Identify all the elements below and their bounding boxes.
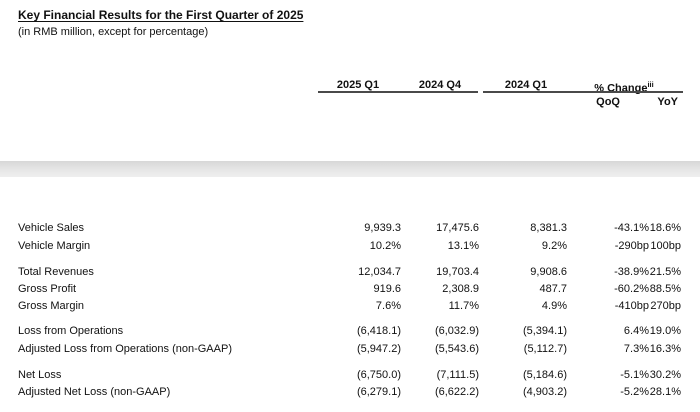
cell-2024-q1: (5,394.1) <box>522 325 567 337</box>
row-label: Adjusted Loss from Operations (non-GAAP) <box>18 343 232 355</box>
row-label: Loss from Operations <box>18 325 124 337</box>
cell-yoy: 270bp <box>650 300 681 312</box>
header-rule-left <box>318 91 478 93</box>
cell-2024-q4: 19,703.4 <box>436 266 479 278</box>
row-label: Gross Margin <box>18 300 85 312</box>
cell-2025-q1: (6,418.1) <box>356 325 401 337</box>
cell-2024-q4: (6,032.9) <box>434 325 479 337</box>
cell-2024-q1: (5,184.6) <box>522 369 567 381</box>
cell-yoy: 30.2% <box>649 369 681 381</box>
divider-band <box>0 161 700 177</box>
row-label: Total Revenues <box>18 266 94 278</box>
cell-2025-q1: 7.6% <box>375 300 401 312</box>
cell-2024-q1: 4.9% <box>541 300 567 312</box>
footnote-marker: iii <box>647 80 654 89</box>
cell-qoq: 6.4% <box>623 325 649 337</box>
cell-2024-q4: 11.7% <box>448 300 479 312</box>
column-header-2024-q4: 2024 Q4 <box>418 79 462 91</box>
cell-qoq: -43.1% <box>614 222 649 234</box>
column-header-2025-q1: 2025 Q1 <box>336 79 380 91</box>
subheader-qoq: QoQ <box>596 96 620 108</box>
table-row-adjusted-loss-from-operations: Adjusted Loss from Operations (non-GAAP)… <box>0 343 700 357</box>
cell-2025-q1: 12,034.7 <box>358 266 401 278</box>
cell-yoy: 100bp <box>650 240 681 252</box>
cell-qoq: -38.9% <box>614 266 649 278</box>
table-row-vehicle-margin: Vehicle Margin 10.2% 13.1% 9.2% -290bp 1… <box>0 240 700 254</box>
row-label: Vehicle Sales <box>18 222 85 234</box>
cell-yoy: 88.5% <box>649 283 681 295</box>
cell-2024-q1: 9,908.6 <box>530 266 567 278</box>
cell-qoq: -5.2% <box>620 386 649 398</box>
cell-2024-q1: 487.7 <box>539 283 567 295</box>
cell-qoq: 7.3% <box>623 343 649 355</box>
cell-2025-q1: 10.2% <box>369 240 401 252</box>
table-row-loss-from-operations: Loss from Operations (6,418.1) (6,032.9)… <box>0 325 700 339</box>
cell-2025-q1: 9,939.3 <box>364 222 401 234</box>
table-row-gross-margin: Gross Margin 7.6% 11.7% 4.9% -410bp 270b… <box>0 300 700 314</box>
cell-qoq: -60.2% <box>614 283 649 295</box>
cell-2024-q4: 2,308.9 <box>442 283 479 295</box>
cell-2024-q4: 17,475.6 <box>436 222 479 234</box>
cell-qoq: -290bp <box>614 240 649 252</box>
cell-2024-q4: (6,622.2) <box>434 386 479 398</box>
row-label: Gross Profit <box>18 283 77 295</box>
table-row-total-revenues: Total Revenues 12,034.7 19,703.4 9,908.6… <box>0 266 700 280</box>
table-row-vehicle-sales: Vehicle Sales 9,939.3 17,475.6 8,381.3 -… <box>0 222 700 236</box>
cell-yoy: 19.0% <box>649 325 681 337</box>
page-subtitle: (in RMB million, except for percentage) <box>18 26 209 38</box>
cell-2024-q1: 9.2% <box>541 240 567 252</box>
cell-2024-q1: 8,381.3 <box>530 222 567 234</box>
subheader-yoy: YoY <box>657 96 678 108</box>
cell-qoq: -5.1% <box>620 369 649 381</box>
cell-2025-q1: (5,947.2) <box>356 343 401 355</box>
cell-yoy: 18.6% <box>649 222 681 234</box>
page-title: Key Financial Results for the First Quar… <box>18 8 304 22</box>
header-rule-right <box>483 91 683 93</box>
cell-2025-q1: 919.6 <box>373 283 401 295</box>
cell-2024-q1: (4,903.2) <box>522 386 567 398</box>
table-row-adjusted-net-loss: Adjusted Net Loss (non-GAAP) (6,279.1) (… <box>0 386 700 400</box>
table-row-gross-profit: Gross Profit 919.6 2,308.9 487.7 -60.2% … <box>0 283 700 297</box>
cell-2024-q1: (5,112.7) <box>523 343 567 355</box>
cell-2024-q4: (7,111.5) <box>436 369 479 381</box>
table-row-net-loss: Net Loss (6,750.0) (7,111.5) (5,184.6) -… <box>0 369 700 383</box>
column-header-2024-q1: 2024 Q1 <box>504 79 548 91</box>
cell-yoy: 16.3% <box>649 343 681 355</box>
cell-qoq: -410bp <box>614 300 649 312</box>
cell-2025-q1: (6,750.0) <box>356 369 401 381</box>
cell-yoy: 21.5% <box>649 266 681 278</box>
row-label: Net Loss <box>18 369 62 381</box>
cell-yoy: 28.1% <box>649 386 681 398</box>
cell-2025-q1: (6,279.1) <box>356 386 401 398</box>
cell-2024-q4: (5,543.6) <box>434 343 479 355</box>
row-label: Vehicle Margin <box>18 240 91 252</box>
row-label: Adjusted Net Loss (non-GAAP) <box>18 386 171 398</box>
cell-2024-q4: 13.1% <box>447 240 479 252</box>
